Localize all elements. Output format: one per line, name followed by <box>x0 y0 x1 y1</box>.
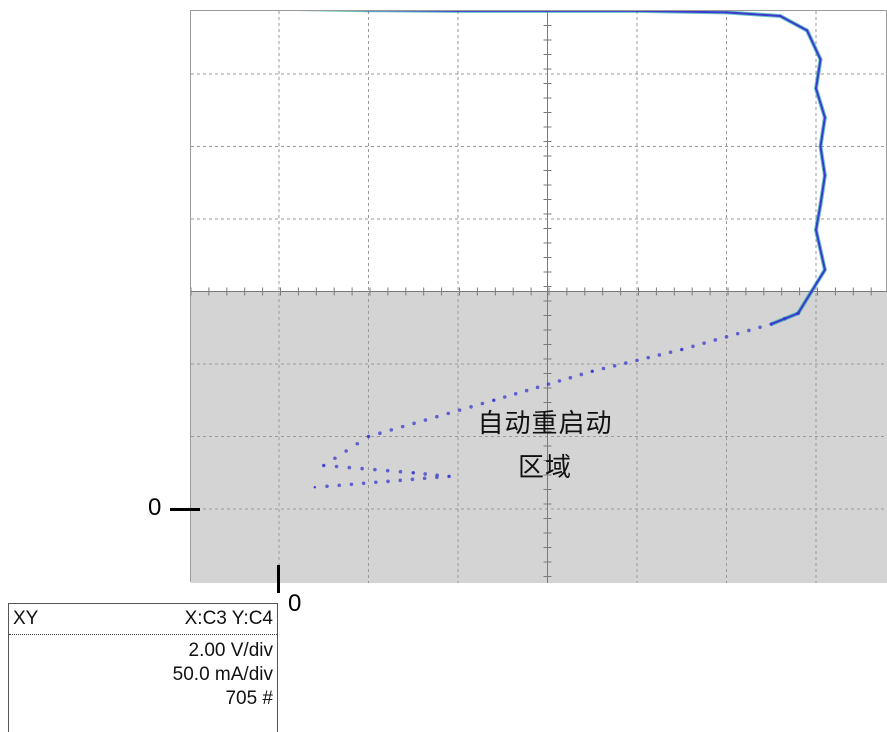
trace-point <box>344 449 348 453</box>
trace-point <box>334 464 339 469</box>
trace-point <box>624 361 628 365</box>
trace-point <box>646 355 650 360</box>
data-point <box>805 29 809 32</box>
trace-point <box>601 366 606 371</box>
data-point <box>313 486 316 489</box>
readout-header: XY X:C3 Y:C4 <box>9 604 277 635</box>
x-origin-marker <box>277 565 280 593</box>
data-point <box>810 290 813 293</box>
trace-point <box>435 414 439 419</box>
trace-point <box>378 431 382 436</box>
trace-point <box>713 338 718 342</box>
trace-point <box>389 428 394 432</box>
trace-point <box>524 388 529 393</box>
data-point <box>725 11 728 14</box>
data-point <box>770 322 773 326</box>
trace-point <box>386 479 390 484</box>
data-point <box>823 116 827 119</box>
data-point <box>814 228 818 232</box>
trace-point <box>374 480 378 485</box>
data-point <box>814 87 818 90</box>
trace-point <box>747 328 751 333</box>
trace-point <box>400 424 405 429</box>
data-point <box>819 58 822 61</box>
readout-count: 705 # <box>225 688 273 709</box>
trace-point <box>422 476 427 481</box>
trace-point <box>435 475 439 480</box>
data-point <box>796 312 800 315</box>
data-point <box>680 348 683 351</box>
trace-point <box>612 364 617 368</box>
y-origin-label: 0 <box>148 494 162 521</box>
trace-point <box>735 331 740 336</box>
y-origin-marker <box>170 508 200 511</box>
trace-point <box>568 375 573 380</box>
trace-point <box>782 316 787 321</box>
trace-point <box>635 358 639 363</box>
data-point <box>322 464 325 467</box>
trace-point <box>398 469 403 474</box>
data-point <box>819 203 822 206</box>
trace-point <box>333 456 337 461</box>
trace-point <box>412 421 416 426</box>
trace-halo <box>296 11 827 326</box>
scale-readout-panel: XY X:C3 Y:C4 2.00 V/div 50.0 mA/div 705 … <box>8 603 278 732</box>
trace-point <box>535 385 540 390</box>
trace-point <box>469 405 473 409</box>
xy-plot <box>191 11 887 583</box>
data-point <box>819 145 822 148</box>
annotation-line-2: 区域 <box>517 453 572 483</box>
data-point <box>823 174 827 177</box>
readout-x-scale: 2.00 V/div <box>188 640 274 661</box>
data-point <box>546 11 549 13</box>
trace-point <box>724 335 729 339</box>
trace-point <box>385 468 390 473</box>
trace-point <box>355 441 360 446</box>
trace-line <box>356 11 826 326</box>
trace-point <box>373 467 377 472</box>
trace-point <box>325 484 329 489</box>
trace-point <box>657 353 662 357</box>
trace-point <box>513 392 518 396</box>
trace-point <box>347 465 352 470</box>
x-origin-label: 0 <box>288 590 302 617</box>
data-point <box>635 11 639 13</box>
oscilloscope-screen <box>190 10 887 583</box>
trace-point <box>758 325 762 330</box>
auto-restart-region <box>191 291 887 583</box>
data-point <box>492 399 495 402</box>
readout-sources: X:C3 Y:C4 <box>184 608 273 629</box>
trace-point <box>702 341 706 345</box>
trace-point <box>360 466 364 471</box>
trace-point <box>446 411 451 416</box>
readout-mode: XY <box>13 608 39 629</box>
annotation-line-1: 自动重启动 <box>477 409 613 439</box>
trace-point <box>668 350 673 355</box>
trace-point <box>480 401 485 406</box>
data-point <box>591 370 594 373</box>
data-point <box>367 435 370 438</box>
data-point <box>456 11 460 13</box>
data-point <box>412 471 415 474</box>
data-point <box>823 268 827 271</box>
trace-point <box>337 483 342 488</box>
trace-point <box>579 372 584 377</box>
data-point <box>447 475 451 478</box>
trace-point <box>423 472 427 476</box>
trace-point <box>557 379 562 383</box>
data-point <box>779 14 782 18</box>
trace-point <box>410 477 415 482</box>
trace-point <box>361 481 366 486</box>
trace-point <box>349 482 354 487</box>
trace-point <box>502 395 507 399</box>
readout-y-scale: 50.0 mA/div <box>172 664 273 685</box>
trace-point <box>457 408 462 412</box>
trace-point <box>691 344 695 349</box>
trace-point <box>423 418 428 422</box>
trace-point <box>398 478 403 483</box>
trace-point <box>546 382 551 386</box>
